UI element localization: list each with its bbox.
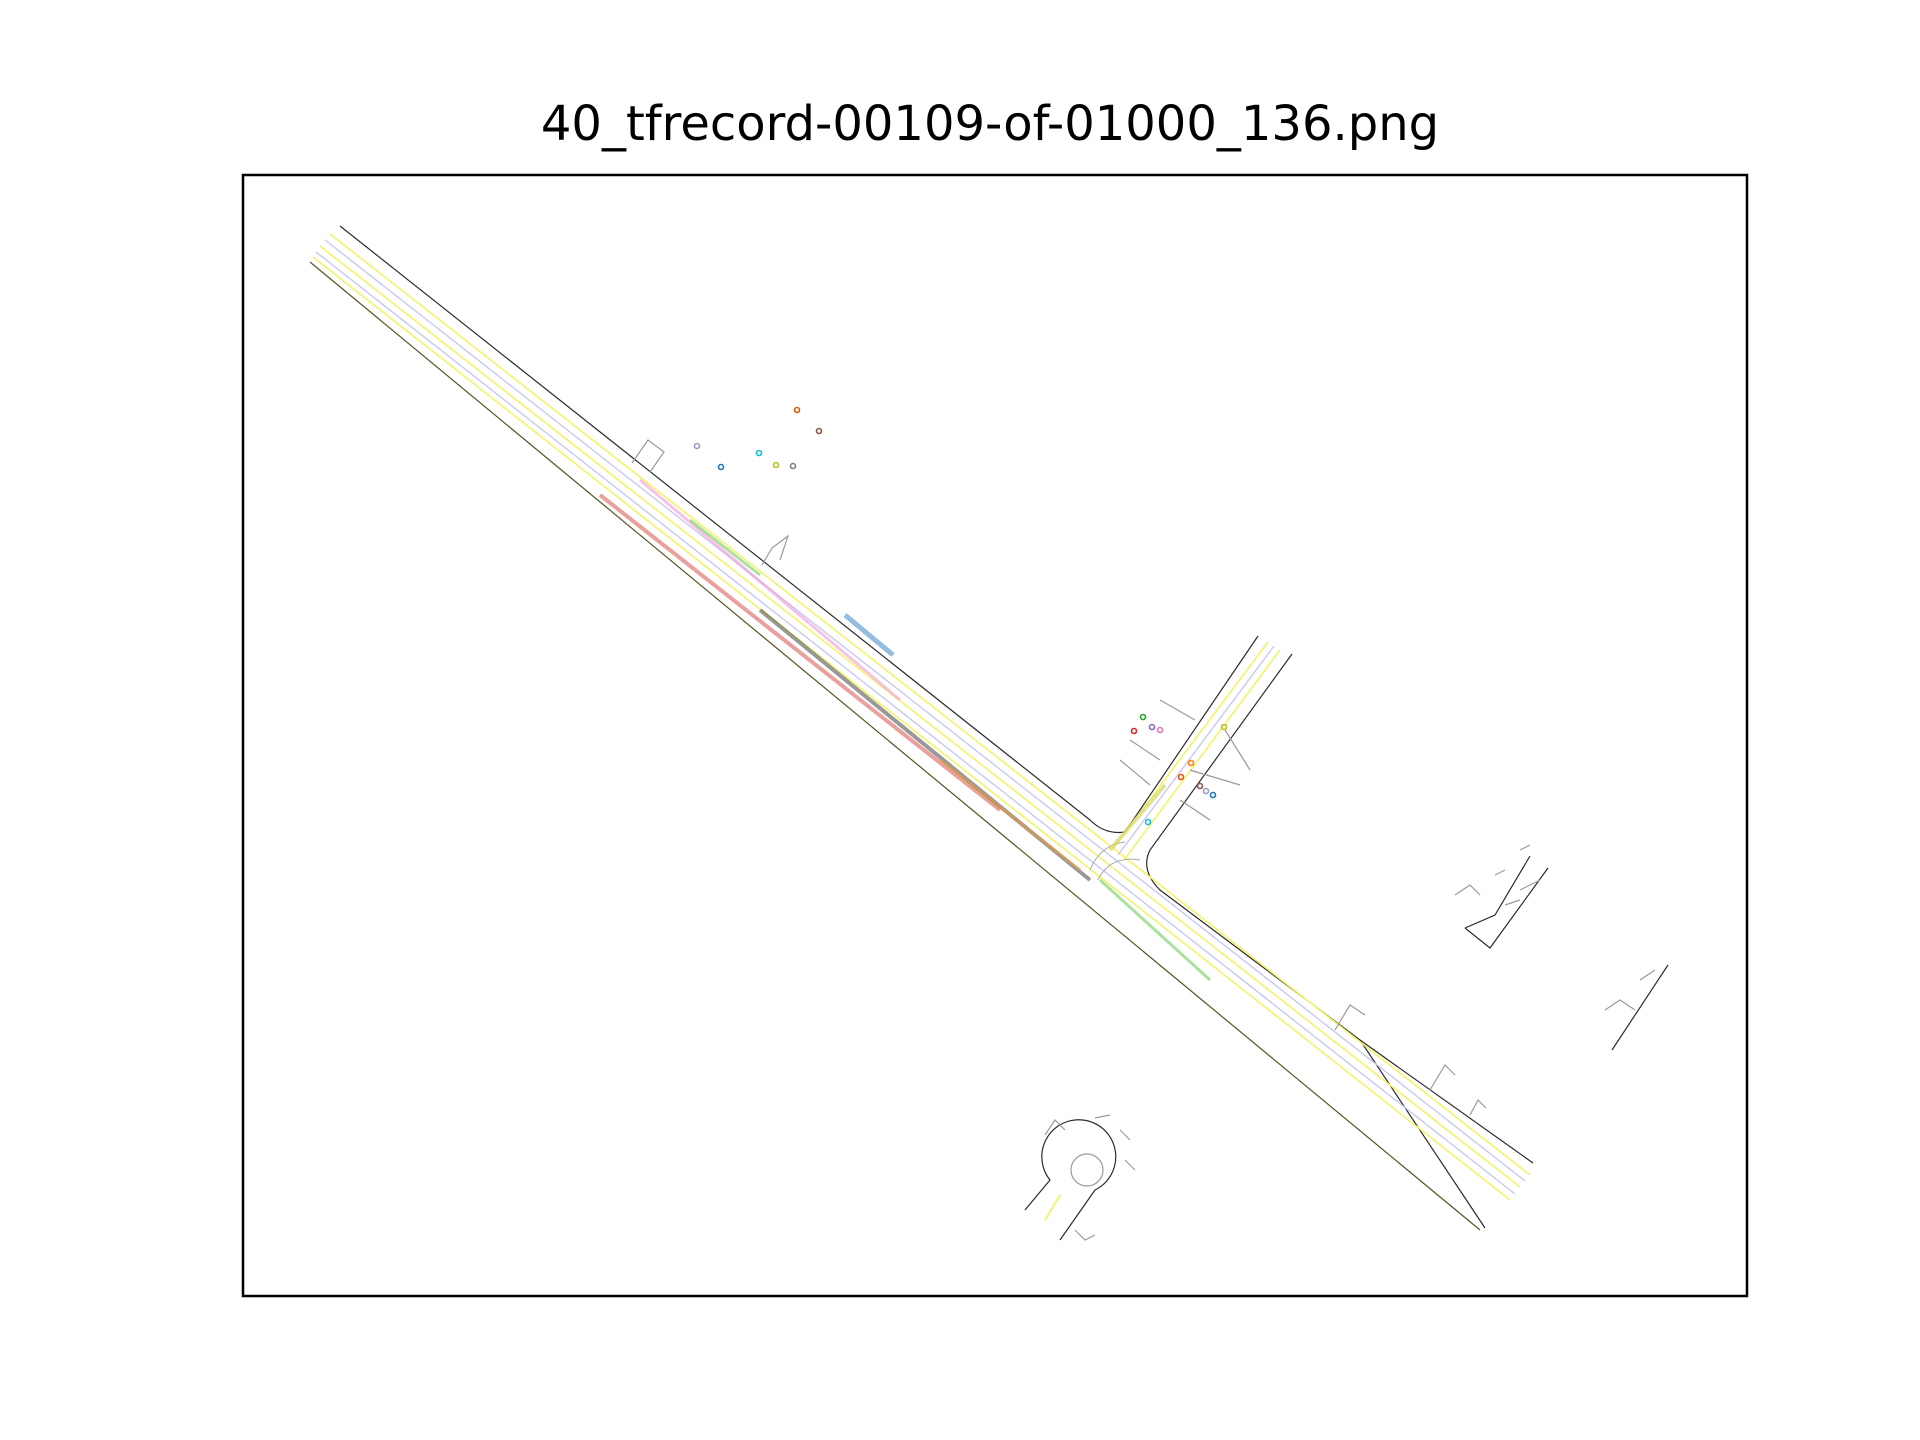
trajectory-green-east: [1098, 878, 1212, 982]
trajectory-green: [689, 518, 761, 577]
trajectory-red: [598, 493, 1002, 812]
crosswalk: [1429, 1064, 1456, 1091]
agent-marker: [1130, 727, 1138, 735]
figure-title: 40_tfrecord-00109-of-01000_136.png: [540, 96, 1440, 152]
side-road-connector: [1089, 841, 1126, 871]
agent-marker: [815, 427, 823, 435]
agents: [693, 406, 1228, 826]
agent-marker: [1156, 726, 1164, 734]
crosswalk: [1159, 699, 1196, 721]
trajectory-blue: [843, 613, 895, 657]
agent-marker: [717, 463, 725, 471]
crosswalk: [1119, 759, 1151, 786]
agent-marker: [1144, 818, 1152, 826]
agent-marker: [1209, 791, 1217, 799]
roundabout-island: [1070, 1153, 1104, 1187]
lane-line: [319, 245, 1521, 1188]
crosswalk: [1129, 739, 1161, 761]
small-road-edge: [1611, 964, 1669, 1051]
roundabout-lane: [1044, 1194, 1061, 1221]
agent-marker: [1177, 773, 1185, 781]
parking-lot-stub: [1454, 844, 1541, 906]
road-edge-east: [1146, 653, 1534, 1164]
road-edge-south: [309, 261, 1481, 1231]
agent-marker: [1187, 759, 1195, 767]
roundabout-stub: [1044, 1114, 1136, 1241]
agent-marker: [1139, 713, 1147, 721]
agent-marker: [793, 406, 801, 414]
lane-line: [324, 239, 1526, 1182]
roundabout-edge: [1024, 1119, 1117, 1241]
agent-marker: [1202, 787, 1210, 795]
lane-line: [315, 251, 1516, 1195]
agent-marker: [1196, 782, 1204, 790]
crosswalk: [1469, 1099, 1487, 1116]
crosswalk: [761, 534, 790, 566]
axes-frame: [241, 173, 1749, 1298]
agent-marker: [1148, 723, 1156, 731]
agent-marker: [789, 462, 797, 470]
agent-marker: [772, 461, 780, 469]
crosswalk: [1224, 729, 1251, 771]
crosswalk: [631, 439, 665, 473]
agent-marker: [1220, 723, 1228, 731]
parking-lot-edge: [1464, 855, 1549, 949]
side-road-lane: [1123, 649, 1281, 861]
crosswalk: [1179, 799, 1211, 821]
trajectory-pink: [639, 478, 901, 702]
lane-line: [312, 256, 1511, 1201]
crosswalk: [1334, 1004, 1366, 1031]
agent-marker: [755, 449, 763, 457]
lane-line: [329, 233, 1531, 1176]
small-road-stub: [1604, 969, 1656, 1011]
side-road-connector: [1097, 858, 1141, 881]
trajectory-yellow-side: [1108, 783, 1167, 852]
trajectory-orange: [939, 758, 1081, 872]
agent-marker: [693, 442, 701, 450]
crosswalk: [1189, 769, 1241, 786]
road-edge-east-lower: [1359, 1039, 1486, 1229]
side-road-lane: [1117, 645, 1275, 856]
road-network: [309, 225, 1669, 1241]
road-edge-north: [339, 225, 1259, 834]
